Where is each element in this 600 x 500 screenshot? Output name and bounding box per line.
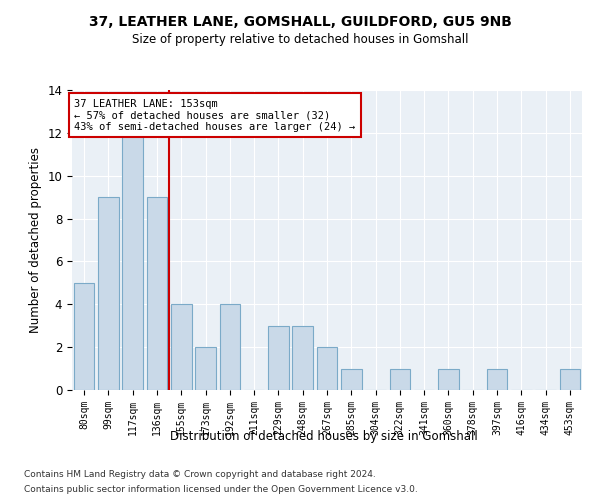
Bar xyxy=(487,368,508,390)
Text: Contains HM Land Registry data © Crown copyright and database right 2024.: Contains HM Land Registry data © Crown c… xyxy=(24,470,376,479)
Text: Contains public sector information licensed under the Open Government Licence v3: Contains public sector information licen… xyxy=(24,485,418,494)
Bar xyxy=(98,197,119,390)
Text: 37, LEATHER LANE, GOMSHALL, GUILDFORD, GU5 9NB: 37, LEATHER LANE, GOMSHALL, GUILDFORD, G… xyxy=(89,15,511,29)
Bar xyxy=(220,304,240,390)
Bar xyxy=(560,368,580,390)
Bar xyxy=(438,368,459,390)
Bar xyxy=(389,368,410,390)
Bar xyxy=(146,197,167,390)
Bar xyxy=(317,347,337,390)
Text: 37 LEATHER LANE: 153sqm
← 57% of detached houses are smaller (32)
43% of semi-de: 37 LEATHER LANE: 153sqm ← 57% of detache… xyxy=(74,98,356,132)
Bar xyxy=(268,326,289,390)
Bar xyxy=(292,326,313,390)
Text: Distribution of detached houses by size in Gomshall: Distribution of detached houses by size … xyxy=(170,430,478,443)
Text: Size of property relative to detached houses in Gomshall: Size of property relative to detached ho… xyxy=(132,32,468,46)
Bar xyxy=(195,347,216,390)
Bar xyxy=(122,133,143,390)
Y-axis label: Number of detached properties: Number of detached properties xyxy=(29,147,42,333)
Bar xyxy=(341,368,362,390)
Bar xyxy=(74,283,94,390)
Bar xyxy=(171,304,191,390)
